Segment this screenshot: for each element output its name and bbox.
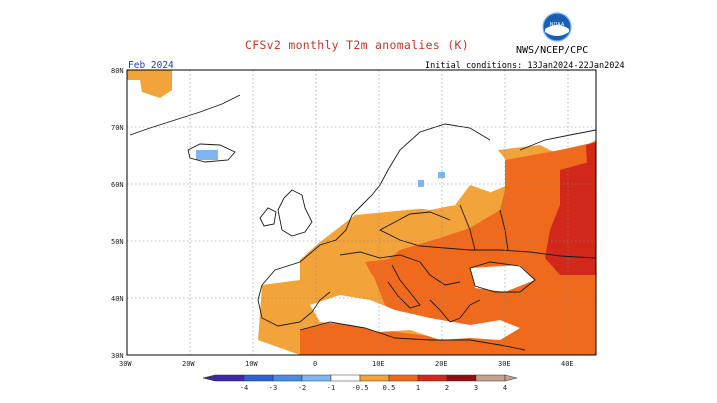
lon-label: 20E [435,360,448,368]
lon-label: 30W [119,360,132,368]
anomaly-darkred-east [545,160,596,275]
colorbar-segment [359,374,390,382]
colorbar-segment [272,374,303,382]
lon-label: 30E [498,360,511,368]
lon-label: 40E [561,360,574,368]
colorbar-tick-label: 3 [474,384,478,392]
lat-label: 40N [111,295,124,303]
lon-label: 10E [372,360,385,368]
colorbar-segment [243,374,274,382]
forecast-month: Feb 2024 [128,60,174,71]
colorbar-tick-label: 2 [445,384,449,392]
colorbar-segment [446,374,477,382]
colorbar-segment [214,374,245,382]
chart-title: CFSv2 monthly T2m anomalies (K) [245,38,469,52]
anomaly-blue-finland2 [418,180,424,187]
colorbar-segment [301,374,332,382]
lat-label: 70N [111,124,124,132]
logo-text: NOAA [550,22,565,28]
colorbar-tick-label: -2 [298,384,306,392]
lon-label: 0 [313,360,317,368]
graticule [127,70,596,355]
anomaly-darkred-ne [586,142,596,190]
anomaly-none-med [310,295,520,340]
colorbar-segment [475,374,506,382]
agency-label: NWS/NCEP/CPC [516,45,589,56]
lat-label: 50N [111,238,124,246]
lat-label: 80N [111,67,124,75]
anomaly-none-scandinavia [360,118,492,210]
lon-label: 10W [245,360,258,368]
colorbar-tick-label: 4 [503,384,507,392]
colorbar-arrow-right [504,374,518,382]
anomaly-red-balkans [365,258,440,305]
colorbar-tick-label: -1 [327,384,335,392]
lon-label: 20W [182,360,195,368]
colorbar-tick-label: 0.5 [383,384,396,392]
initial-conditions: Initial conditions: 13Jan2024-22Jan2024 [425,61,625,71]
colorbar-segment [330,374,361,382]
longitude-labels: 30W 20W 10W 0 10E 20E 30E 40E [119,360,574,368]
coastlines [129,94,596,351]
latitude-labels: 80N 70N 60N 50N 40N 30N [111,67,124,360]
colorbar-tick-label: 1 [416,384,420,392]
colorbar-segment [417,374,448,382]
colorbar-segment [388,374,419,382]
lat-label: 60N [111,181,124,189]
anomaly-none-blacksea [470,265,535,292]
anomaly-blue-iceland [196,150,218,160]
anomaly-orange-arctic [127,70,172,98]
noaa-logo-icon: NOAA [542,12,572,42]
anomaly-blue-finland1 [438,172,445,178]
anomaly-fields [127,70,596,355]
anomaly-none-n-europe-wedge [290,205,355,250]
colorbar-tick-label: -3 [269,384,277,392]
map-frame [126,69,597,356]
colorbar-tick-label: -0.5 [352,384,369,392]
lat-label: 30N [111,352,124,360]
colorbar-tick-label: -4 [240,384,248,392]
colorbar-arrow-left [202,374,216,382]
anomaly-none-atlantic [127,100,300,340]
colorbar: -4 -3 -2 -1 -0.5 0.5 1 2 3 4 [202,374,518,392]
anomaly-orange-scand [455,185,490,210]
